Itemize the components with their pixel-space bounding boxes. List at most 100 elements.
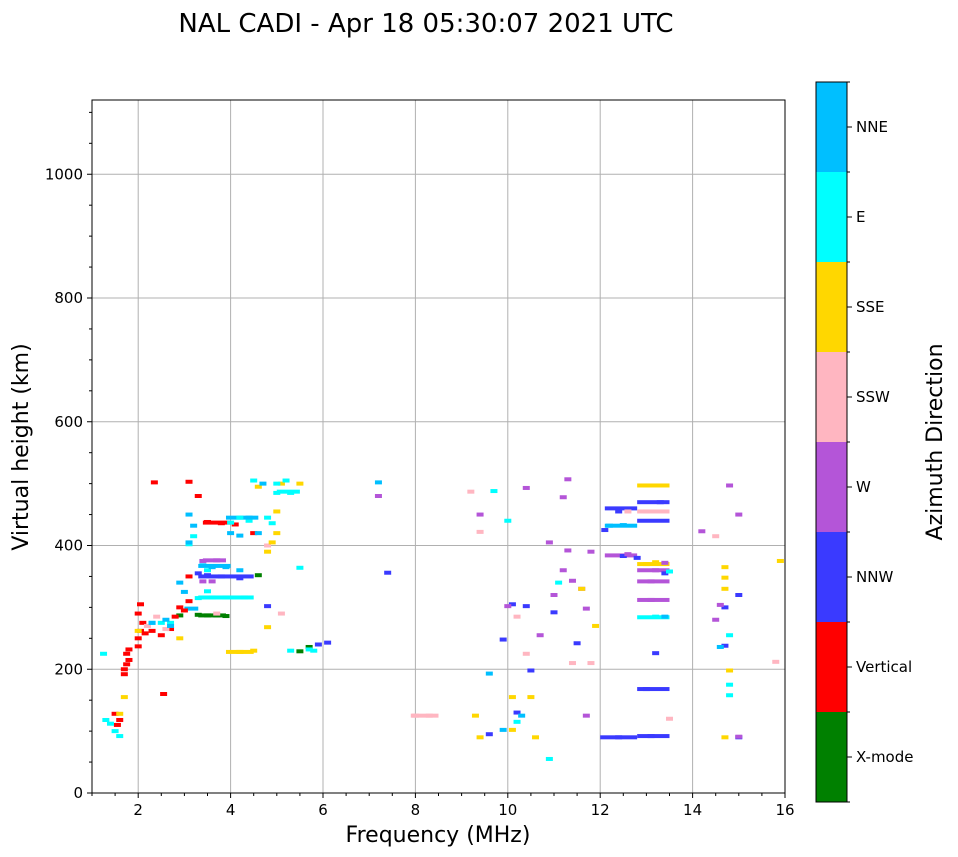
colorbar-segment xyxy=(816,172,847,262)
echo-point xyxy=(134,644,142,649)
echo-point xyxy=(287,490,295,495)
echo-point xyxy=(642,509,650,514)
echo-point xyxy=(642,562,650,567)
echo-point xyxy=(277,481,285,486)
echo-point xyxy=(619,554,627,559)
echo-point xyxy=(296,481,304,486)
echo-point xyxy=(666,569,673,574)
echo-point xyxy=(721,575,729,580)
echo-point xyxy=(167,627,175,632)
echo-point xyxy=(194,612,202,617)
echo-point xyxy=(564,548,572,553)
x-tick-label: 8 xyxy=(411,801,421,819)
echo-point xyxy=(573,641,581,646)
echo-point xyxy=(499,637,507,642)
echo-point xyxy=(513,614,521,619)
echo-point xyxy=(245,518,253,523)
echo-point xyxy=(185,574,193,579)
colorbar-tick-label: NNE xyxy=(856,118,888,136)
echo-point xyxy=(268,540,276,545)
y-tick-label: 1000 xyxy=(45,165,83,183)
echo-point xyxy=(273,481,281,486)
echo-trace xyxy=(410,713,439,718)
colorbar-segment xyxy=(816,352,847,442)
colorbar-tick-label: W xyxy=(856,478,871,496)
echo-point xyxy=(185,479,193,484)
echo-point xyxy=(661,560,669,565)
echo-point xyxy=(264,604,272,609)
echo-point xyxy=(568,661,576,666)
echo-point xyxy=(264,543,272,548)
echo-point xyxy=(273,509,281,514)
echo-trace xyxy=(198,574,254,579)
echo-point xyxy=(254,573,262,578)
echo-point xyxy=(180,589,188,594)
echo-point xyxy=(559,568,567,573)
echo-trace xyxy=(637,687,670,692)
echo-point xyxy=(245,515,253,520)
echo-point xyxy=(652,560,660,565)
echo-point xyxy=(726,682,734,687)
echo-point xyxy=(716,602,724,607)
echo-point xyxy=(113,722,121,727)
echo-point xyxy=(176,636,184,641)
echo-point xyxy=(656,500,664,505)
echo-point xyxy=(735,512,743,517)
echo-point xyxy=(698,529,706,534)
echo-point xyxy=(222,614,230,619)
echo-point xyxy=(559,495,567,500)
echo-point xyxy=(652,568,660,573)
y-tick-label: 400 xyxy=(54,537,83,555)
echo-point xyxy=(120,695,128,700)
echo-point xyxy=(123,662,131,667)
echo-point xyxy=(633,555,641,560)
echo-trace xyxy=(637,500,670,505)
colorbar-label: Azimuth Direction xyxy=(923,343,948,540)
echo-point xyxy=(647,579,655,584)
echo-point xyxy=(310,648,318,653)
echo-point xyxy=(157,633,165,638)
echo-point xyxy=(250,478,258,483)
echo-point xyxy=(125,657,133,662)
echo-point xyxy=(167,623,175,628)
echo-point xyxy=(141,631,149,636)
y-tick-label: 600 xyxy=(54,413,83,431)
echo-point xyxy=(666,716,673,721)
echo-point xyxy=(199,558,207,563)
echo-point xyxy=(721,565,729,570)
plot-area: 2 4 6 8 10 12 14 16 0 200 400 600 800 1000 xyxy=(45,99,795,819)
echo-point xyxy=(735,734,743,739)
x-axis-label: Frequency (MHz) xyxy=(346,823,531,848)
echo-point xyxy=(374,480,382,485)
echo-point xyxy=(721,643,729,648)
echo-trace xyxy=(637,518,670,523)
y-tick-label: 0 xyxy=(73,784,83,802)
echo-point xyxy=(134,636,142,641)
echo-point xyxy=(647,734,655,739)
echo-point xyxy=(564,477,572,482)
echo-point xyxy=(268,521,276,526)
colorbar-tick-label: NNW xyxy=(856,568,893,586)
colorbar-tick-label: Vertical xyxy=(856,658,912,676)
echo-point xyxy=(120,667,128,672)
echo-point xyxy=(624,552,632,557)
echo-point xyxy=(150,480,158,485)
echo-point xyxy=(508,695,516,700)
echo-point xyxy=(116,717,124,722)
echo-point xyxy=(106,721,114,726)
echo-point xyxy=(137,602,145,607)
x-tick-label: 12 xyxy=(591,801,610,819)
echo-point xyxy=(264,549,272,554)
echo-point xyxy=(490,489,498,494)
echo-point xyxy=(102,717,110,722)
echo-point xyxy=(194,596,202,601)
echo-point xyxy=(222,595,230,600)
echo-point xyxy=(384,570,392,575)
echo-point xyxy=(605,523,613,528)
echo-trace xyxy=(202,520,231,525)
echo-point xyxy=(652,651,660,656)
echo-point xyxy=(236,576,244,581)
echo-point xyxy=(222,565,230,570)
echo-point xyxy=(476,529,484,534)
